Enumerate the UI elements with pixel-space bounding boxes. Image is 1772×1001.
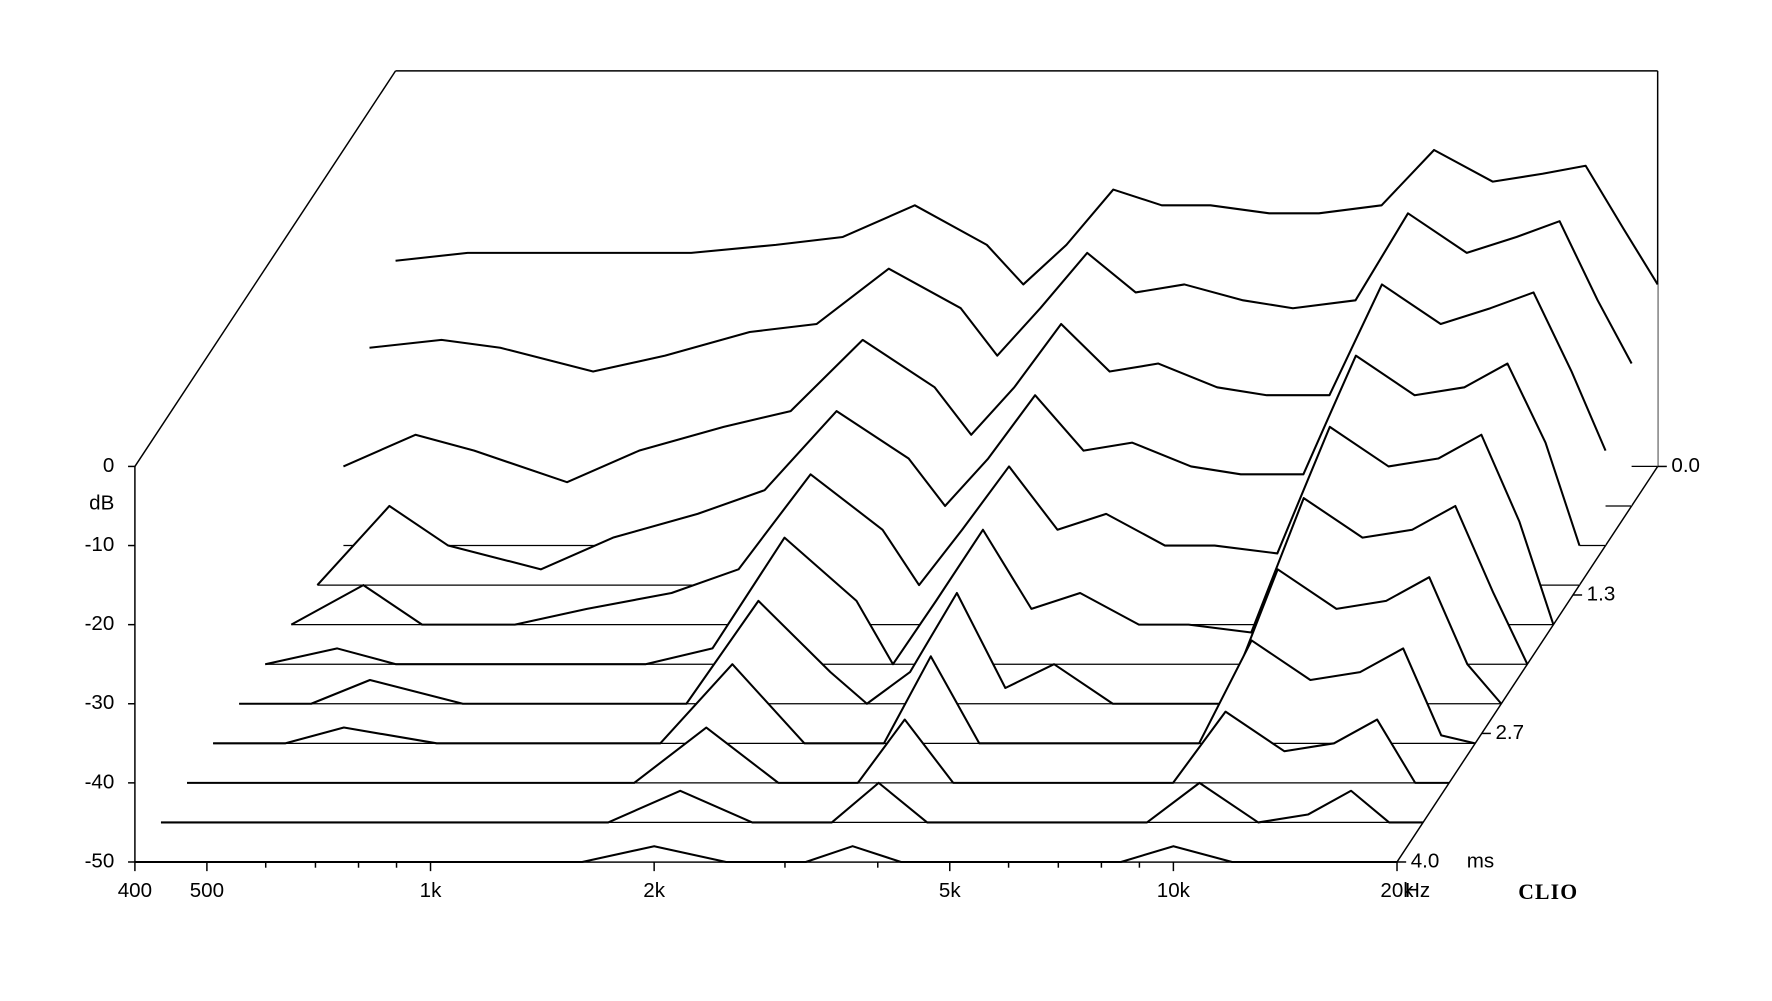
x-tick-label: 2k bbox=[643, 879, 665, 902]
slice-line bbox=[395, 148, 1659, 286]
slice-line bbox=[316, 354, 1581, 586]
y-axis-label: dB bbox=[89, 492, 114, 515]
brand: CLIO bbox=[1518, 880, 1578, 904]
x-tick-label: 10k bbox=[1157, 879, 1191, 902]
slice-line bbox=[239, 568, 1503, 705]
z-unit: ms bbox=[1467, 849, 1494, 872]
slice-line bbox=[134, 845, 1398, 864]
x-tick-label: 20k bbox=[1380, 879, 1414, 902]
slice-line bbox=[290, 425, 1555, 626]
y-tick-label: -50 bbox=[85, 849, 115, 872]
y-tick-label: -40 bbox=[85, 770, 115, 793]
slice-fill bbox=[213, 640, 1476, 744]
slice-fill bbox=[317, 355, 1580, 586]
slice-fill bbox=[187, 711, 1450, 783]
slice-fill bbox=[291, 426, 1554, 625]
z-tick-label: 4.0 bbox=[1411, 849, 1440, 872]
y-tick-label: -20 bbox=[85, 612, 115, 635]
z-tick-label: 1.3 bbox=[1587, 582, 1616, 605]
y-tick-label: -30 bbox=[85, 691, 115, 714]
y-tick-label: -10 bbox=[85, 533, 115, 556]
frame-line bbox=[134, 70, 397, 467]
slice-line bbox=[187, 710, 1450, 784]
x-unit: Hz bbox=[1405, 879, 1430, 902]
slice-line bbox=[160, 781, 1424, 824]
x-tick-label: 500 bbox=[190, 879, 224, 902]
z-tick-label: 0.0 bbox=[1671, 454, 1700, 477]
slice-fill bbox=[134, 846, 1398, 862]
slice-line bbox=[343, 283, 1607, 484]
slice-fill bbox=[160, 782, 1424, 823]
z-tick-label: 2.7 bbox=[1495, 721, 1524, 744]
x-tick-label: 5k bbox=[939, 879, 961, 902]
x-tick-label: 400 bbox=[118, 879, 152, 902]
y-tick-label: 0 bbox=[103, 454, 114, 477]
x-tick-label: 1k bbox=[420, 879, 442, 902]
slice-line bbox=[265, 497, 1529, 666]
slice-line bbox=[213, 639, 1476, 745]
slice-line bbox=[369, 212, 1633, 373]
